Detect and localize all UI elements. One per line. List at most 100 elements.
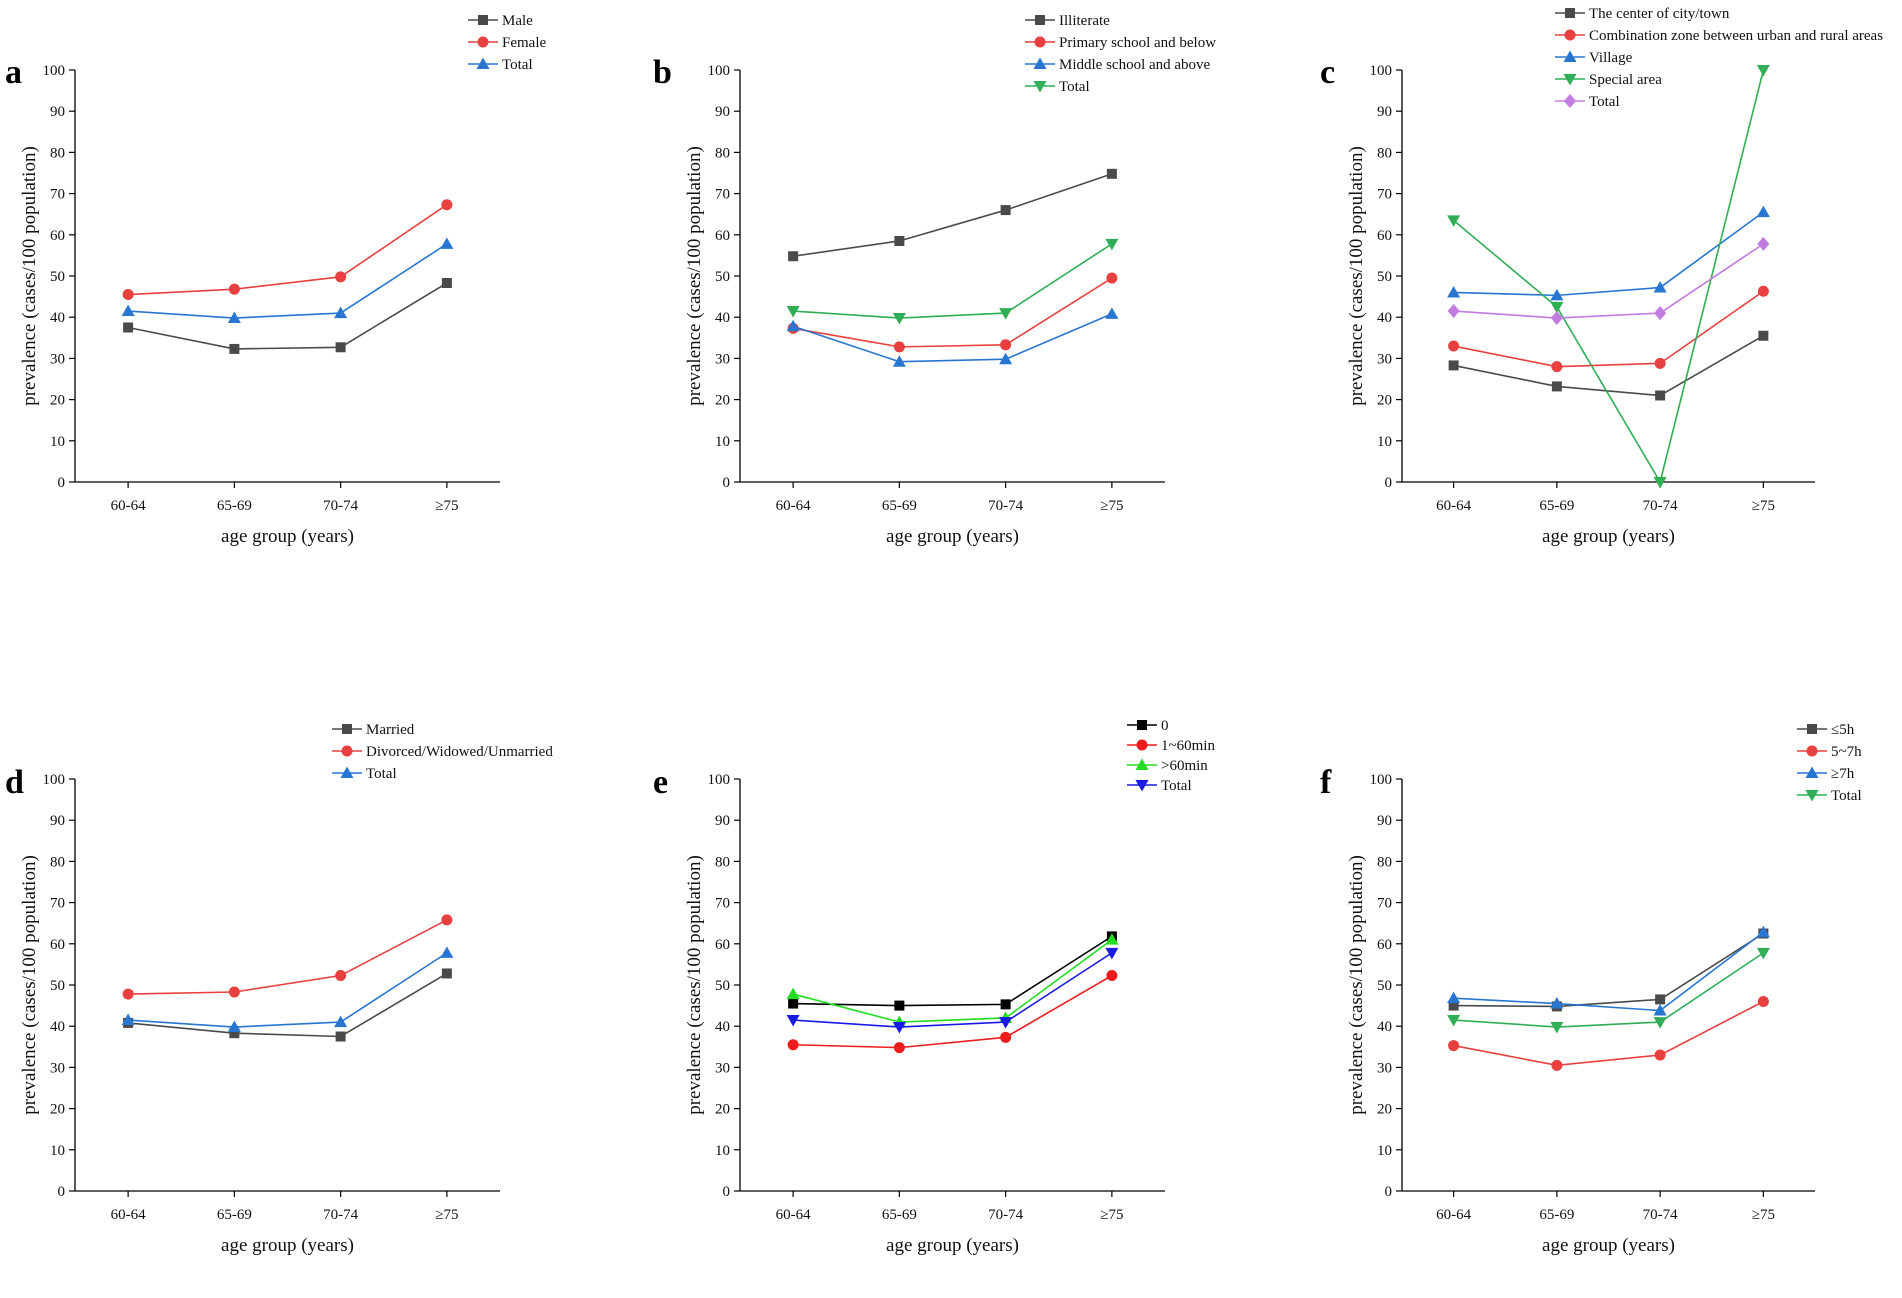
legend-label: Divorced/Widowed/Unmarried: [366, 744, 553, 760]
legend-marker: [1805, 790, 1819, 802]
legend-marker: [341, 745, 353, 757]
legend-marker: [1564, 94, 1576, 108]
y-tick-label: 100: [43, 772, 66, 788]
data-point: [892, 1022, 906, 1034]
y-tick-label: 80: [50, 854, 65, 870]
data-point: [1550, 301, 1564, 314]
data-point: [1000, 999, 1011, 1010]
y-tick-label: 20: [50, 393, 65, 409]
data-point: [1105, 947, 1119, 960]
series-line-1: [128, 972, 448, 1038]
y-tick-label: 70: [715, 187, 730, 203]
y-tick-label: 100: [43, 63, 66, 79]
data-point: [1757, 995, 1769, 1007]
series-line-3: [128, 243, 448, 319]
y-tick-label: 40: [50, 1019, 65, 1035]
legend-marker: [1563, 50, 1577, 62]
y-tick-label: 0: [1385, 1184, 1393, 1200]
legend-marker: [476, 57, 490, 69]
x-tick-label: 70-74: [323, 1207, 358, 1223]
y-tick-label: 60: [715, 937, 730, 953]
data-point: [1447, 1015, 1461, 1027]
y-tick-label: 80: [715, 145, 730, 161]
data-point: [1756, 947, 1770, 960]
x-axis-title: age group (years): [221, 526, 354, 547]
y-tick-label: 90: [1377, 104, 1392, 120]
y-tick-label: 30: [50, 1060, 65, 1076]
x-tick-label: 70-74: [988, 1207, 1023, 1223]
y-tick-label: 30: [715, 1060, 730, 1076]
series-line-1: [793, 173, 1113, 258]
data-point: [786, 987, 800, 1000]
x-axis-title: age group (years): [1542, 526, 1675, 547]
y-tick-label: 10: [50, 434, 65, 450]
y-tick-label: 30: [1377, 1060, 1392, 1076]
series-line-2: [1453, 290, 1764, 368]
data-point: [1000, 339, 1012, 351]
data-point: [1654, 306, 1667, 321]
legend-label: Illiterate: [1059, 13, 1110, 29]
y-tick-label: 10: [50, 1143, 65, 1159]
series-line-3: [792, 939, 1113, 1023]
legend-label: 5~7h: [1831, 744, 1862, 760]
y-tick-label: 50: [715, 978, 730, 994]
x-axis-title: age group (years): [221, 1235, 354, 1256]
data-point: [894, 235, 905, 246]
y-axis-title: prevalence (cases/100 population): [1346, 146, 1367, 406]
y-tick-label: 80: [1377, 854, 1392, 870]
chart-panel-e: 0 10 20 30 40 50 60 70 80 90 100 60-64 65-69 70-74 ≥75…: [684, 718, 1215, 1256]
data-point: [1106, 970, 1118, 982]
y-axis-title: prevalence (cases/100 population): [684, 146, 705, 406]
x-axis-title: age group (years): [1542, 1235, 1675, 1256]
data-point: [1448, 1040, 1460, 1052]
x-tick-label: ≥75: [1752, 1207, 1775, 1223]
legend-label: Middle school and above: [1059, 57, 1211, 73]
x-tick-label: 70-74: [1643, 1207, 1678, 1223]
data-point: [1000, 1031, 1012, 1043]
y-axis-title: prevalence (cases/100 population): [1346, 855, 1367, 1115]
series-line-3: [1453, 931, 1764, 1012]
y-tick-label: 90: [50, 813, 65, 829]
y-tick-label: 70: [50, 896, 65, 912]
data-point: [1550, 311, 1563, 326]
data-point: [1000, 205, 1011, 216]
legend-marker: [1564, 29, 1576, 41]
y-tick-label: 30: [1377, 351, 1392, 367]
panel-letter-c: c: [1320, 54, 1335, 91]
data-point: [999, 308, 1013, 320]
data-point: [788, 251, 799, 262]
legend-marker: [1136, 739, 1148, 751]
data-point: [1653, 281, 1667, 293]
legend-label: Total: [1059, 79, 1090, 95]
data-point: [893, 1042, 905, 1054]
data-point: [892, 355, 906, 367]
data-point: [1653, 477, 1667, 489]
data-point: [1654, 357, 1666, 369]
legend-marker: [1805, 766, 1819, 778]
data-point: [441, 199, 453, 211]
data-point: [786, 319, 800, 332]
series-line-2: [1453, 1000, 1764, 1067]
x-tick-label: 65-69: [882, 1207, 917, 1223]
y-tick-label: 60: [50, 228, 65, 244]
data-point: [1448, 1000, 1459, 1011]
y-tick-label: 80: [50, 145, 65, 161]
y-tick-label: 40: [715, 310, 730, 326]
legend-marker: [1033, 81, 1047, 93]
y-tick-label: 0: [723, 475, 731, 491]
data-point: [335, 1031, 346, 1042]
series-line-2: [792, 277, 1113, 348]
series-line-1: [127, 282, 448, 350]
series-line-1: [793, 935, 1113, 1007]
y-tick-label: 60: [50, 937, 65, 953]
data-point: [441, 914, 453, 926]
y-axis-title: prevalence (cases/100 population): [684, 855, 705, 1115]
series-line-4: [1453, 952, 1764, 1028]
x-tick-label: 60-64: [776, 1207, 811, 1223]
y-tick-label: 30: [50, 351, 65, 367]
x-tick-label: ≥75: [435, 498, 458, 514]
data-point: [1105, 307, 1119, 319]
data-point: [1757, 236, 1770, 251]
data-point: [1448, 340, 1460, 352]
